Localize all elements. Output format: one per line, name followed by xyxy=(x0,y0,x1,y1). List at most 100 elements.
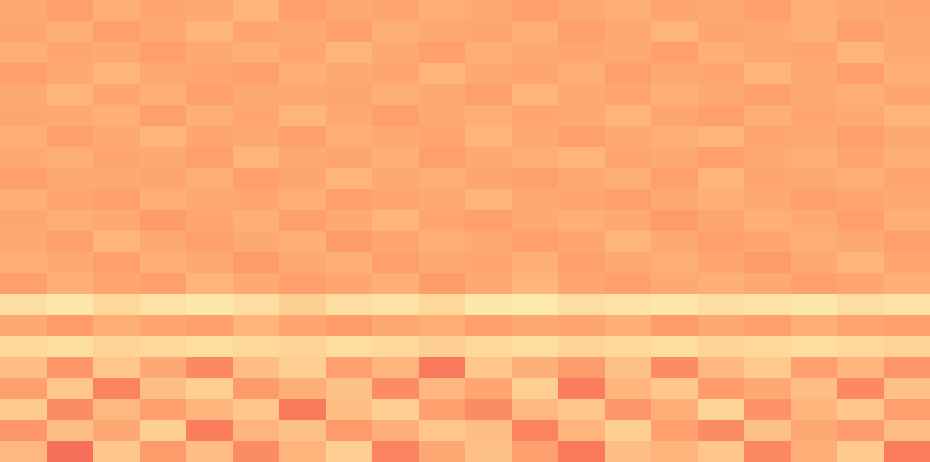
heatmap-cell xyxy=(372,231,419,253)
heatmap-cell xyxy=(279,294,326,316)
heatmap-cell xyxy=(93,42,140,64)
heatmap-cell xyxy=(233,84,280,106)
heatmap-cell xyxy=(233,273,280,295)
heatmap-cell xyxy=(837,126,884,148)
heatmap-cell xyxy=(186,315,233,337)
heatmap-cell xyxy=(884,0,930,22)
heatmap-cell xyxy=(279,399,326,421)
heatmap-cell xyxy=(47,357,94,379)
heatmap-cell xyxy=(791,42,838,64)
heatmap-cell xyxy=(837,420,884,442)
heatmap-cell xyxy=(372,189,419,211)
heatmap-cell xyxy=(744,273,791,295)
heatmap-cell xyxy=(512,294,559,316)
heatmap-cell xyxy=(47,168,94,190)
heatmap-cell xyxy=(0,189,47,211)
heatmap-cell xyxy=(419,294,466,316)
heatmap-cell xyxy=(651,231,698,253)
heatmap-cell xyxy=(651,294,698,316)
heatmap-cell xyxy=(140,357,187,379)
heatmap-cell xyxy=(698,189,745,211)
heatmap-cell xyxy=(605,105,652,127)
heatmap-cell xyxy=(558,42,605,64)
heatmap-cell xyxy=(605,399,652,421)
heatmap-cell xyxy=(651,42,698,64)
heatmap-cell xyxy=(698,126,745,148)
heatmap-cell xyxy=(47,231,94,253)
heatmap-cell xyxy=(233,126,280,148)
heatmap-cell xyxy=(140,42,187,64)
heatmap-cell xyxy=(558,294,605,316)
heatmap-cell xyxy=(651,168,698,190)
heatmap-cell xyxy=(465,399,512,421)
heatmap-cell xyxy=(791,252,838,274)
heatmap-cell xyxy=(93,168,140,190)
heatmap-cell xyxy=(279,0,326,22)
heatmap-cell xyxy=(651,357,698,379)
heatmap-cell xyxy=(512,315,559,337)
heatmap-cell xyxy=(744,0,791,22)
heatmap-cell xyxy=(140,0,187,22)
heatmap-cell xyxy=(465,126,512,148)
heatmap-cell xyxy=(0,21,47,43)
heatmap-cell xyxy=(744,168,791,190)
heatmap-cell xyxy=(651,441,698,462)
heatmap-cell xyxy=(47,42,94,64)
heatmap-cell xyxy=(698,336,745,358)
heatmap-cell xyxy=(233,21,280,43)
heatmap-cell xyxy=(465,189,512,211)
heatmap-cell xyxy=(0,168,47,190)
heatmap-cell xyxy=(884,147,930,169)
heatmap-cell xyxy=(372,126,419,148)
heatmap-cell xyxy=(791,210,838,232)
heatmap-cell xyxy=(512,0,559,22)
heatmap-cell xyxy=(326,189,373,211)
heatmap-cell xyxy=(558,63,605,85)
heatmap-cell xyxy=(744,105,791,127)
heatmap-cell xyxy=(465,0,512,22)
heatmap-cell xyxy=(605,420,652,442)
heatmap-cell xyxy=(558,105,605,127)
heatmap-cell xyxy=(372,357,419,379)
heatmap-cell xyxy=(0,84,47,106)
heatmap-cell xyxy=(93,441,140,462)
heatmap-cell xyxy=(837,231,884,253)
heatmap-cell xyxy=(791,441,838,462)
heatmap-cell xyxy=(93,357,140,379)
heatmap-cell xyxy=(372,294,419,316)
heatmap-cell xyxy=(605,252,652,274)
heatmap-cell xyxy=(558,210,605,232)
heatmap-cell xyxy=(419,441,466,462)
heatmap-cell xyxy=(419,0,466,22)
heatmap-cell xyxy=(837,357,884,379)
heatmap-cell xyxy=(372,273,419,295)
heatmap-cell xyxy=(744,147,791,169)
heatmap-cell xyxy=(47,126,94,148)
heatmap-cell xyxy=(186,63,233,85)
heatmap-cell xyxy=(93,315,140,337)
heatmap-cell xyxy=(233,294,280,316)
heatmap-cell xyxy=(47,315,94,337)
heatmap-cell xyxy=(791,357,838,379)
heatmap-cell xyxy=(0,210,47,232)
heatmap-cell xyxy=(372,63,419,85)
heatmap-cell xyxy=(47,399,94,421)
heatmap-cell xyxy=(419,357,466,379)
heatmap-cell xyxy=(186,294,233,316)
heatmap-cell xyxy=(744,231,791,253)
heatmap-cell xyxy=(279,273,326,295)
heatmap-cell xyxy=(186,378,233,400)
heatmap-cell xyxy=(140,63,187,85)
heatmap-cell xyxy=(93,63,140,85)
heatmap-cell xyxy=(0,441,47,462)
heatmap-cell xyxy=(558,378,605,400)
heatmap-cell xyxy=(744,63,791,85)
heatmap-cell xyxy=(233,357,280,379)
heatmap-cell xyxy=(186,126,233,148)
heatmap-cell xyxy=(884,126,930,148)
heatmap-cell xyxy=(744,336,791,358)
heatmap-cell xyxy=(279,126,326,148)
heatmap-cell xyxy=(372,336,419,358)
heatmap-cell xyxy=(837,147,884,169)
heatmap-cell xyxy=(791,189,838,211)
